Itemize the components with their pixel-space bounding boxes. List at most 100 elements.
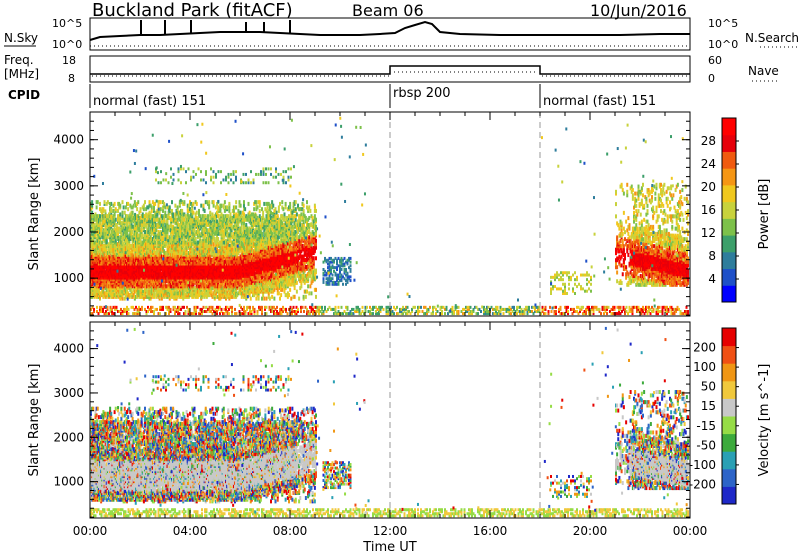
data-cell (90, 224, 92, 229)
data-cell (138, 280, 141, 285)
data-cell (391, 312, 394, 316)
data-cell (685, 305, 688, 309)
data-cell (127, 226, 130, 231)
data-cell (579, 310, 581, 313)
data-cell (137, 258, 140, 263)
data-cell (321, 312, 323, 316)
data-cell (166, 305, 169, 309)
data-cell (132, 312, 134, 316)
data-cell (484, 307, 487, 311)
data-cell (424, 312, 427, 316)
data-cell (105, 254, 108, 259)
data-cell (640, 312, 643, 316)
data-cell (510, 307, 512, 311)
data-cell (101, 231, 104, 236)
data-cell (131, 259, 134, 264)
data-cell (100, 310, 103, 313)
data-cell (94, 212, 97, 217)
freq-tick-bottom: 8 (68, 72, 75, 85)
data-cell (193, 312, 196, 316)
data-cell (129, 282, 132, 287)
data-cell (120, 312, 122, 316)
data-cell (472, 310, 475, 313)
data-cell (577, 305, 580, 309)
data-cell (585, 307, 587, 311)
data-cell (93, 222, 96, 227)
data-cell (376, 307, 379, 311)
data-cell (618, 312, 620, 316)
data-cell (583, 312, 586, 316)
data-cell (128, 293, 131, 298)
data-cell (285, 307, 287, 311)
data-cell (137, 219, 140, 224)
data-cell (385, 312, 388, 316)
data-cell (402, 307, 404, 311)
data-cell (687, 312, 689, 316)
data-cell (117, 217, 119, 222)
data-cell (141, 270, 144, 275)
data-cell (153, 291, 155, 296)
data-cell (127, 312, 130, 316)
data-cell (675, 310, 677, 313)
data-cell (159, 200, 162, 205)
data-cell (145, 310, 148, 313)
data-cell (228, 307, 230, 311)
data-cell (145, 235, 148, 240)
data-cell (150, 208, 153, 213)
data-cell (148, 200, 151, 205)
data-cell (394, 307, 397, 311)
data-cell (178, 307, 181, 311)
freq-tick-top: 18 (62, 54, 76, 67)
data-cell (105, 228, 108, 233)
data-cell (250, 312, 253, 316)
data-cell (135, 221, 137, 226)
data-cell (120, 231, 123, 236)
data-cell (271, 310, 274, 313)
data-cell (136, 286, 139, 291)
data-cell (110, 214, 113, 219)
cpid-segment-2: rbsp 200 (393, 86, 451, 101)
data-cell (465, 310, 467, 313)
data-cell (532, 305, 535, 309)
data-cell (391, 310, 394, 313)
data-cell (453, 312, 455, 316)
data-cell (549, 305, 551, 309)
data-cell (166, 219, 169, 224)
data-cell (91, 305, 94, 309)
data-cell (106, 307, 109, 311)
data-cell (279, 312, 281, 316)
data-cell (670, 307, 673, 311)
data-cell (112, 244, 115, 248)
data-cell (252, 305, 254, 309)
data-cell (540, 312, 542, 316)
data-cell (142, 251, 145, 256)
data-cell (426, 312, 428, 316)
data-cell (117, 242, 119, 247)
data-cell (131, 252, 134, 257)
data-cell (573, 310, 575, 313)
data-cell (131, 235, 134, 240)
data-cell (528, 307, 530, 311)
data-cell (103, 258, 106, 263)
data-cell (454, 305, 457, 309)
data-cell (355, 305, 358, 309)
data-cell (174, 203, 177, 208)
data-cell (624, 310, 626, 313)
data-cell (101, 254, 104, 259)
data-cell (136, 240, 139, 245)
data-cell (187, 307, 190, 311)
data-cell (241, 307, 244, 311)
data-cell (162, 305, 164, 309)
data-cell (673, 312, 676, 316)
data-cell (487, 312, 490, 316)
data-cell (90, 233, 92, 238)
data-cell (369, 310, 371, 313)
data-cell (285, 310, 287, 313)
data-cell (250, 310, 253, 313)
data-cell (141, 240, 144, 245)
data-cell (106, 214, 109, 219)
data-cell (176, 205, 179, 210)
data-cell (120, 240, 123, 245)
data-cell (657, 305, 659, 309)
data-cell (180, 307, 182, 311)
